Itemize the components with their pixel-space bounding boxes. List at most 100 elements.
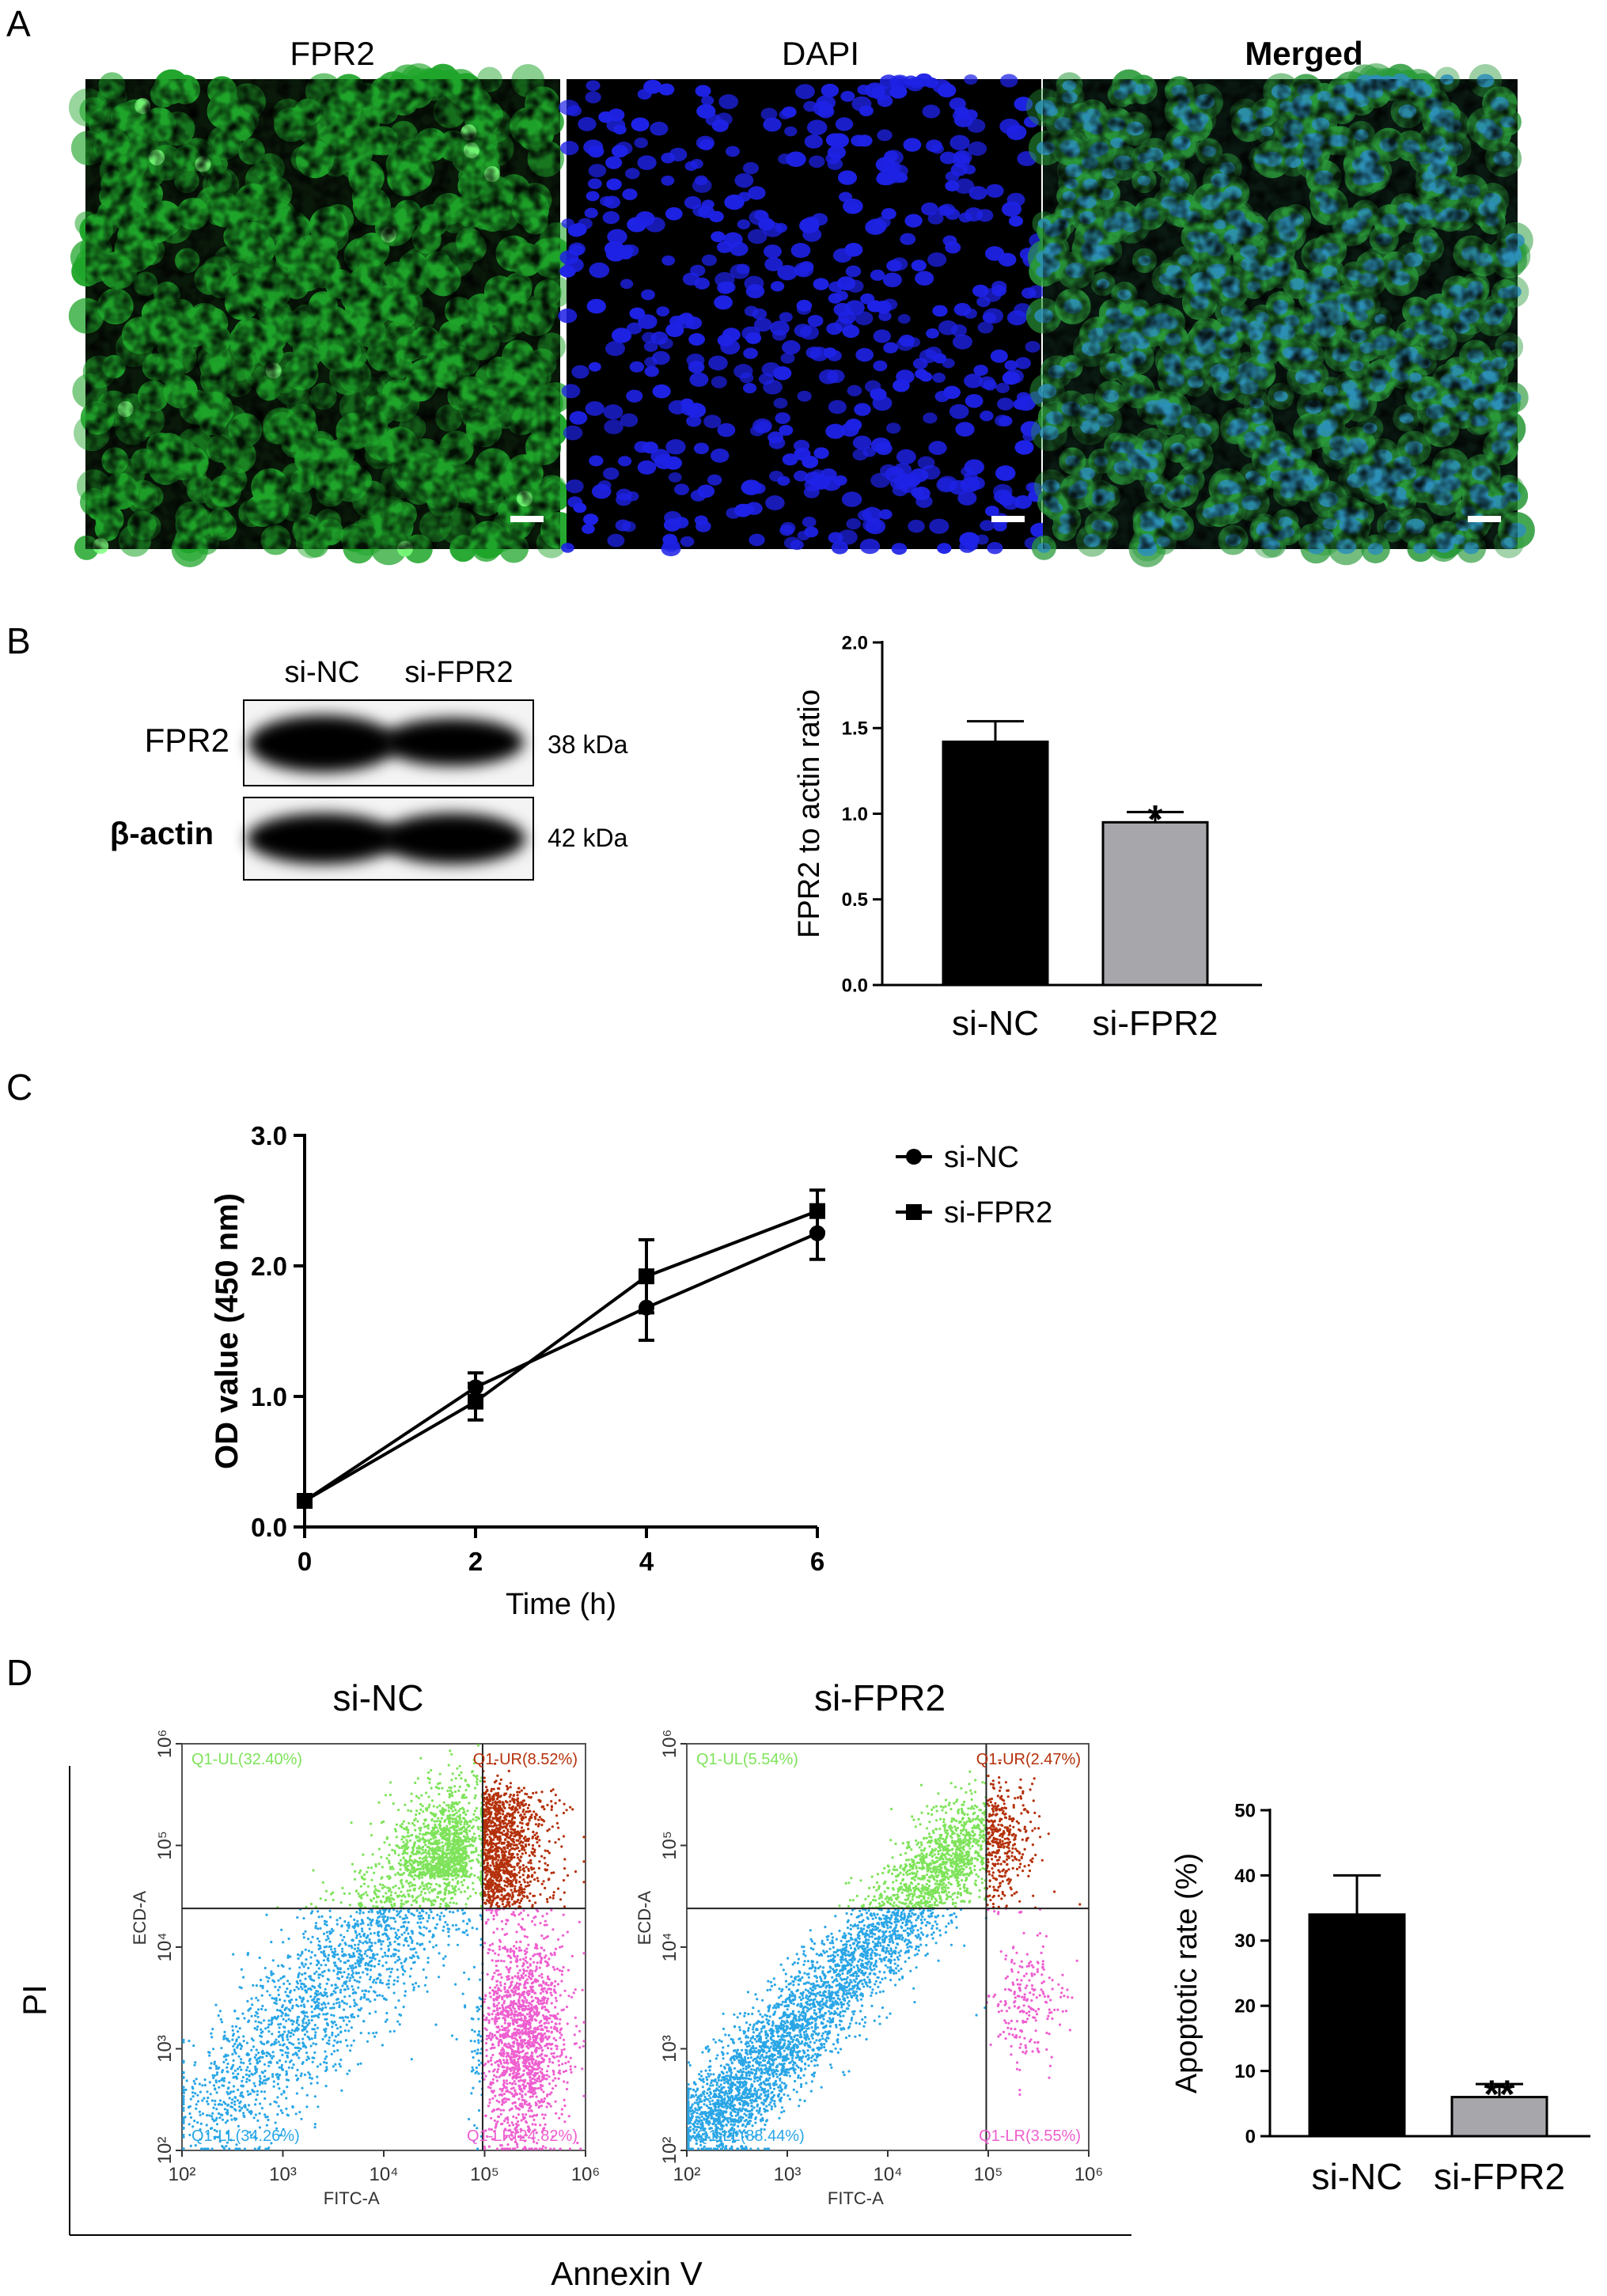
event-dot [211,2117,214,2120]
event-dot [314,1925,317,1928]
nucleus-mark [692,178,712,193]
event-dot [245,2080,248,2083]
event-dot [403,1982,406,1985]
event-dot [457,1881,460,1885]
blot-lane-label-si-fpr2: si-FPR2 [404,656,513,689]
event-dot [339,2016,342,2019]
event-dot [438,1772,442,1775]
event-dot [260,2021,263,2025]
event-dot [396,1912,400,1915]
event-dot [287,2008,290,2011]
nucleus-mark [652,384,671,399]
event-dot [238,2147,241,2150]
event-dot [323,1946,326,1949]
event-dot [272,2080,275,2083]
event-dot [412,1955,415,1958]
x-tick-label: 0 [298,1547,312,1576]
event-dot [324,2057,327,2060]
event-dot [351,1964,354,1967]
event-dot [327,1953,330,1957]
event-dot [234,2147,237,2150]
event-dot [327,2002,330,2005]
event-dot [337,2033,340,2036]
event-dot [193,2120,196,2123]
event-dot [335,2023,338,2026]
event-dot [244,2105,247,2109]
nucleus-mark [782,340,801,355]
event-dot [353,1877,357,1881]
event-dot [267,2052,271,2055]
event-dot [278,2030,281,2033]
nucleus-mark [1000,74,1018,88]
event-dot [463,1911,467,1915]
event-dot [355,1889,358,1892]
event-dot [392,1953,395,1956]
event-dot [302,1917,305,1920]
event-dot [264,2078,267,2082]
event-dot [286,2038,290,2041]
event-dot [380,1925,383,1928]
event-dot [309,1995,313,1999]
event-dot [401,1973,404,1976]
event-dot [412,1877,416,1881]
event-dot [449,1901,452,1904]
event-dot [209,2067,212,2070]
event-dot [271,2056,274,2060]
nucleus-mark [968,141,987,156]
event-dot [275,1999,278,2002]
event-dot [411,1939,414,1942]
event-dot [392,1927,396,1930]
event-dot [359,2032,362,2035]
event-dot [396,1929,400,1932]
nucleus-mark [932,305,948,317]
event-dot [474,1892,477,1895]
event-dot [377,1916,380,1919]
event-dot [226,2108,229,2112]
nucleus-mark [828,532,843,544]
event-dot [348,2069,351,2072]
event-dot [295,2092,298,2095]
category-label: si-FPR2 [1093,1004,1219,1043]
event-dot [472,1888,475,1891]
event-dot [182,2135,185,2139]
event-dot [357,1943,360,1946]
event-dot [250,2048,253,2052]
event-dot [415,1951,418,1954]
nucleus-mark [782,106,797,118]
event-dot [353,1947,357,1950]
event-dot [396,1976,400,1979]
nucleus-mark [644,366,659,377]
event-dot [389,1954,393,1958]
event-dot [388,1924,391,1927]
nucleus-mark [837,529,858,545]
event-dot [385,1857,388,1860]
event-dot [304,1963,307,1966]
event-dot [305,1958,308,1961]
event-dot [407,1882,411,1885]
event-dot [284,2060,287,2063]
event-dot [388,2030,392,2033]
event-dot [215,2123,219,2126]
event-dot [295,2078,299,2082]
nucleus-mark [743,347,758,359]
event-dot [316,2065,320,2068]
event-dot [279,2022,282,2025]
event-dot [253,2055,256,2059]
event-dot [425,1885,429,1888]
event-dot [194,2061,197,2064]
event-dot [449,1789,453,1792]
event-dot [281,2053,284,2056]
event-dot [351,2013,354,2016]
event-dot [255,1996,258,1999]
event-dot [321,1881,324,1884]
nucleus-mark [995,465,1016,481]
nucleus-mark [878,311,892,321]
event-dot [370,1932,373,1935]
event-dot [328,2042,331,2045]
nucleus-mark [1004,360,1018,371]
event-dot [289,2001,292,2004]
nucleus-mark [847,385,862,396]
nucleus-mark [1029,483,1042,493]
event-dot [473,1874,476,1877]
event-dot [387,1949,390,1952]
